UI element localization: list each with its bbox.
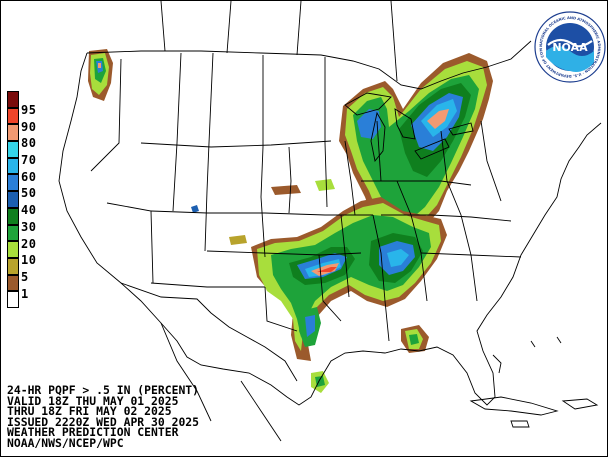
legend-entry: 95 (7, 91, 47, 116)
legend-entry: 10 (7, 241, 47, 266)
precip-shading (88, 49, 493, 393)
caption-agency-line: NOAA/NWS/NCEP/WPC (7, 435, 124, 450)
legend: 95 90 80 70 60 50 40 30 20 10 5 1 (7, 91, 47, 308)
legend-swatch (7, 291, 19, 308)
legend-label: 80 (21, 136, 37, 151)
legend-entry: 30 (7, 207, 47, 233)
lake-erie (414, 138, 450, 160)
legend-label: 70 (21, 153, 37, 168)
legend-label: 5 (21, 269, 29, 284)
legend-label: 90 (21, 119, 37, 134)
cuba (469, 396, 559, 416)
legend-entry: 40 (7, 191, 47, 216)
legend-swatch (7, 191, 19, 208)
legend-swatch (7, 257, 19, 275)
lake-superior (344, 92, 392, 116)
us-mexico-border (120, 282, 298, 382)
legend-swatch (7, 107, 19, 125)
legend-label: 60 (21, 169, 37, 184)
legend-entry: 80 (7, 124, 47, 149)
product-caption: 24-HR PQPF > .5 IN (PERCENT) VALID 18Z T… (7, 385, 199, 449)
legend-entry: 1 (7, 274, 47, 300)
noaa-logo-icon: NOAA NATIONAL OCEANIC AND ATMOSPHERIC AD… (534, 11, 606, 83)
legend-swatch (7, 174, 19, 192)
legend-label: 50 (21, 186, 37, 201)
caption-product-line: 24-HR PQPF > .5 IN (PERCENT) (7, 383, 200, 397)
legend-swatch (7, 141, 19, 158)
legend-swatch (7, 157, 19, 175)
legend-label: 1 (21, 286, 29, 301)
legend-entry: 20 (7, 224, 47, 250)
legend-label: 30 (21, 219, 37, 234)
legend-swatch (7, 241, 19, 258)
legend-label: 95 (21, 103, 37, 117)
caption-issued-line: ISSUED 2220Z WED APR 30 2025 (7, 414, 200, 429)
lake-huron (394, 108, 416, 140)
lake-ontario (448, 122, 474, 136)
legend-entry: 70 (7, 141, 47, 166)
legend-label: 10 (21, 253, 37, 268)
us-canada-border (86, 40, 532, 90)
boundary-lines (58, 1, 602, 442)
legend-swatch (7, 124, 19, 142)
logo-wordmark: NOAA (552, 41, 588, 54)
legend-swatch (7, 224, 19, 242)
legend-swatch (7, 207, 19, 225)
legend-label: 20 (21, 236, 37, 251)
legend-swatch (7, 274, 19, 292)
legend-entry (7, 291, 47, 308)
legend-swatch (7, 91, 19, 108)
caption-valid-line: VALID 18Z THU MAY 01 2025 (7, 393, 179, 408)
legend-entry: 5 (7, 257, 47, 283)
caption-center-line: WEATHER PREDICTION CENTER (7, 425, 179, 440)
us-coastline (58, 52, 602, 406)
legend-entry: 60 (7, 157, 47, 183)
legend-entry: 50 (7, 174, 47, 199)
legend-entry: 90 (7, 107, 47, 133)
lake-michigan (370, 111, 386, 163)
caption-thru-line: THRU 18Z FRI MAY 02 2025 (7, 404, 172, 419)
legend-label: 40 (21, 203, 37, 218)
